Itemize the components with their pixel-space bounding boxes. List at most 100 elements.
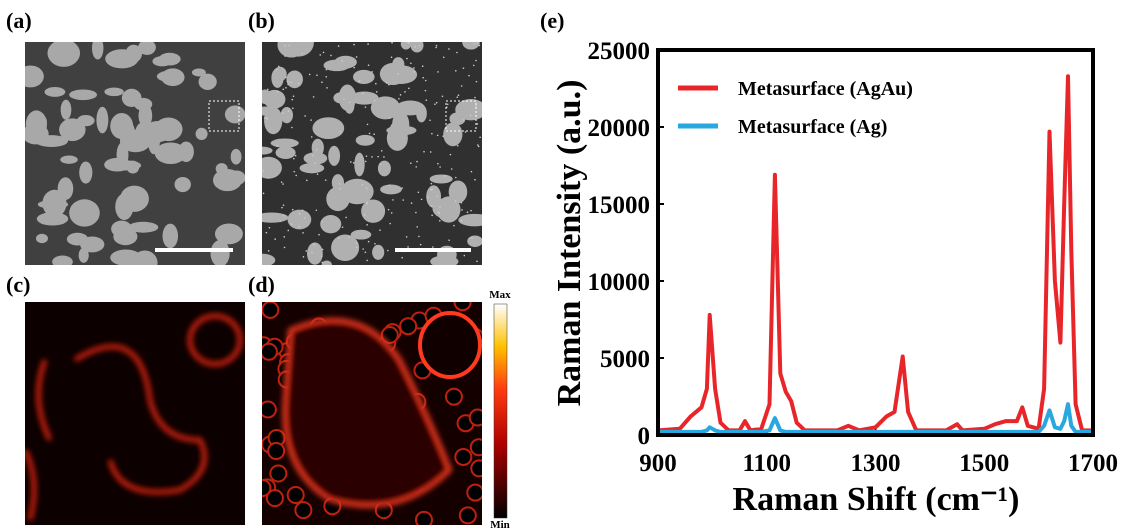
particle: [461, 85, 463, 87]
particle: [414, 46, 416, 48]
particle: [474, 97, 476, 99]
grain: [371, 96, 400, 119]
particle: [439, 206, 441, 208]
colorbar-min: Min: [490, 519, 510, 530]
particle: [285, 76, 287, 78]
particle: [371, 156, 373, 158]
particle: [284, 45, 286, 47]
particle: [367, 201, 369, 203]
hot-ring: [471, 460, 487, 476]
particle: [422, 77, 424, 79]
particle: [374, 243, 376, 245]
particle: [287, 84, 289, 86]
particle: [475, 105, 477, 107]
particle: [410, 62, 412, 64]
particle: [283, 204, 285, 206]
particle: [295, 175, 297, 177]
particle: [470, 210, 472, 212]
grain: [326, 187, 349, 211]
particle: [341, 60, 343, 62]
particle: [402, 199, 404, 201]
particle: [411, 202, 413, 204]
particle: [416, 161, 418, 163]
particle: [292, 209, 294, 211]
particle: [400, 94, 402, 96]
particle: [369, 133, 371, 135]
hot-ring: [467, 485, 483, 501]
particle: [353, 162, 355, 164]
figure: (a) (b) (c) (d) Max Min (e) Raman Intens…: [0, 0, 1127, 530]
particle: [398, 98, 400, 100]
grain: [155, 117, 183, 141]
particle: [421, 199, 423, 201]
particle: [267, 89, 269, 91]
particle: [455, 177, 457, 179]
particle: [371, 71, 373, 73]
grain: [52, 255, 73, 268]
particle: [269, 227, 271, 229]
particle: [311, 136, 313, 138]
particle: [362, 92, 364, 94]
particle: [450, 154, 452, 156]
x-tick-label: 1100: [742, 450, 791, 477]
particle: [367, 43, 369, 45]
grain: [455, 99, 486, 120]
grain: [307, 242, 323, 264]
particle: [406, 58, 408, 60]
particle: [365, 106, 367, 108]
field-map: [25, 302, 245, 525]
particle: [448, 239, 450, 241]
hot-ring: [416, 512, 432, 528]
particle: [276, 145, 278, 147]
hot-ring: [460, 507, 476, 523]
particle: [326, 69, 328, 71]
legend-label: Metasurface (Ag): [738, 116, 887, 138]
particle: [291, 223, 293, 225]
particle: [478, 146, 480, 148]
x-tick-label: 1300: [851, 450, 901, 477]
grain: [134, 98, 152, 111]
hot-ring: [268, 443, 284, 459]
particle: [309, 74, 311, 76]
particle: [262, 170, 264, 172]
y-tick-label: 10000: [588, 269, 651, 296]
particle: [439, 220, 441, 222]
hot-edge: [420, 313, 480, 377]
grain: [467, 235, 482, 247]
grain: [385, 65, 417, 84]
particle: [436, 102, 438, 104]
particle: [318, 234, 320, 236]
particle: [404, 91, 406, 93]
particle: [437, 135, 439, 137]
panel-label: (a): [6, 8, 32, 33]
particle: [368, 241, 370, 243]
particle: [293, 158, 295, 160]
particle: [367, 124, 369, 126]
grain: [300, 163, 325, 173]
grain: [132, 250, 157, 275]
particle: [471, 171, 473, 173]
particle: [430, 189, 432, 191]
hot-ring: [400, 318, 416, 334]
particle: [282, 112, 284, 114]
particle: [477, 42, 479, 44]
plot-frame: [658, 50, 1093, 435]
particle: [470, 115, 472, 117]
particle: [321, 221, 323, 223]
grain: [157, 71, 183, 82]
grain: [312, 139, 324, 157]
x-axis-title: Raman Shift (cm⁻¹): [733, 481, 1020, 518]
particle: [366, 155, 368, 157]
particle: [375, 83, 377, 85]
particle: [474, 179, 476, 181]
hot-ring: [260, 401, 276, 417]
particle: [280, 220, 282, 222]
particle: [479, 136, 481, 138]
particle: [301, 53, 303, 55]
grain: [264, 90, 286, 109]
particle: [303, 256, 305, 258]
particle: [443, 57, 445, 59]
hot-ring: [261, 344, 277, 360]
particle: [278, 66, 280, 68]
grain: [96, 107, 108, 134]
